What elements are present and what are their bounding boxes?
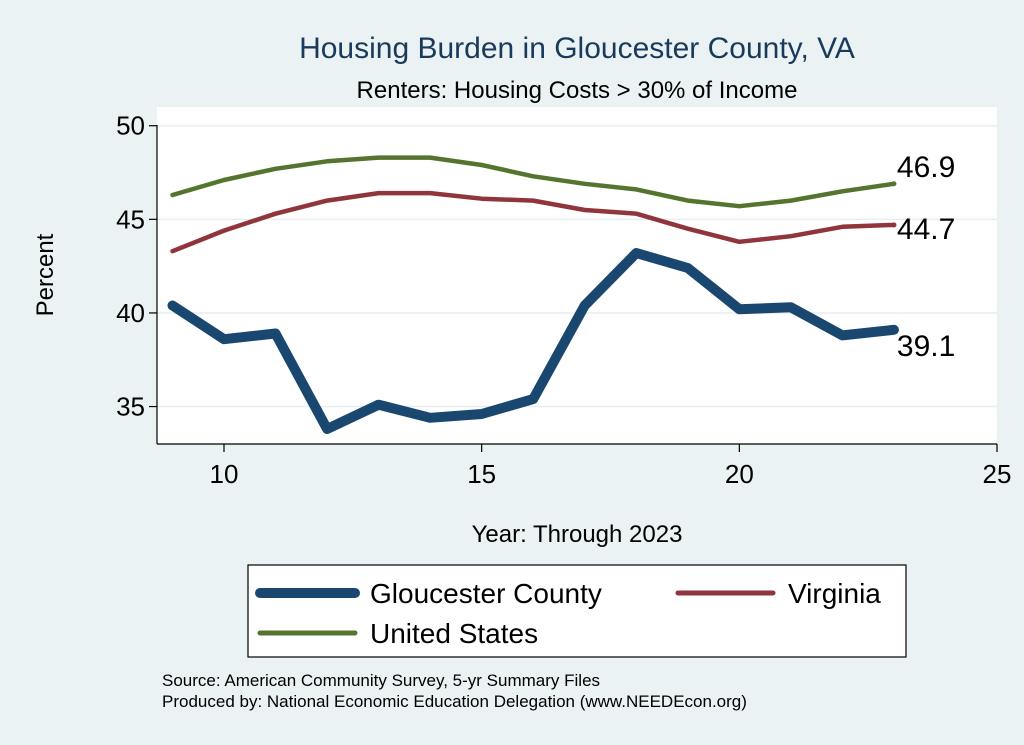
plot-area [157, 107, 997, 444]
x-tick-label-15: 15 [467, 459, 496, 489]
y-axis-label: Percent [32, 233, 59, 316]
end-marker-united-states [891, 181, 897, 187]
end-label-gloucester-county: 39.1 [897, 330, 955, 363]
end-marker-virginia [891, 222, 897, 228]
series-line-gloucester-county [167, 248, 899, 434]
end-label-virginia: 44.7 [897, 213, 955, 246]
x-ticks: 10 15 20 25 [210, 444, 1012, 489]
series-lines [167, 155, 899, 434]
y-ticks: 35 40 45 50 [116, 111, 157, 422]
chart-subtitle: Renters: Housing Costs > 30% of Income [357, 77, 798, 104]
legend: Gloucester County Virginia United States [247, 564, 907, 658]
legend-box [247, 564, 907, 658]
source-note: Source: American Community Survey, 5-yr … [162, 671, 600, 690]
y-tick-label-40: 40 [116, 298, 145, 328]
produced-by-note: Produced by: National Economic Education… [162, 692, 747, 711]
y-tick-label-50: 50 [116, 111, 145, 141]
axes [156, 125, 997, 445]
end-marker-gloucester-county [891, 327, 897, 333]
y-tick-label-35: 35 [116, 392, 145, 422]
end-label-united-states: 46.9 [897, 151, 955, 184]
end-labels: 39.1 44.7 46.9 [891, 151, 955, 363]
legend-label-gloucester-county: Gloucester County [370, 578, 602, 609]
legend-label-united-states: United States [370, 618, 538, 649]
series-line-virginia [170, 190, 897, 254]
y-tick-label-45: 45 [116, 204, 145, 234]
grid [157, 124, 997, 408]
chart-title: Housing Burden in Gloucester County, VA [299, 32, 855, 65]
x-tick-label-25: 25 [983, 459, 1012, 489]
x-axis-label: Year: Through 2023 [472, 521, 683, 548]
series-line-united-states [170, 155, 897, 209]
legend-label-virginia: Virginia [788, 578, 881, 609]
x-tick-label-20: 20 [725, 459, 754, 489]
x-tick-label-10: 10 [210, 459, 239, 489]
